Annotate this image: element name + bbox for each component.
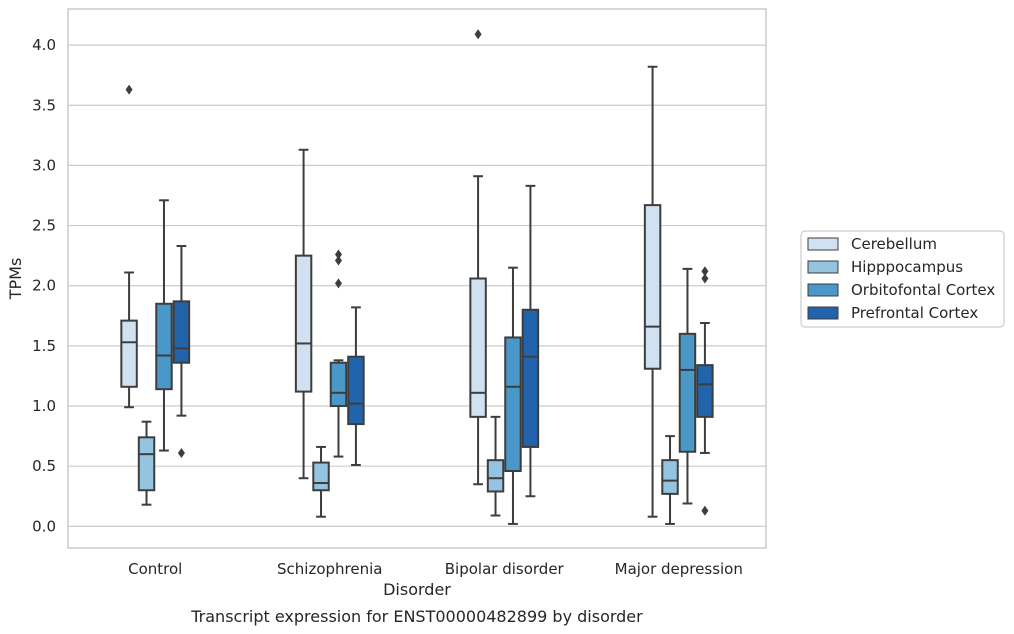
box-iqr <box>312 461 330 492</box>
box-prefrontal-cortex <box>696 266 714 516</box>
y-tick-label: 2.5 <box>32 217 56 235</box>
outlier-point <box>701 505 709 516</box>
box-iqr <box>294 254 313 393</box>
legend: Cerebellum Hipppocampus Orbitofontal Corte… <box>800 230 1005 328</box>
x-tick-label: Control <box>128 560 182 578</box>
outlier-point <box>177 447 185 458</box>
box-iqr <box>696 364 714 418</box>
box-prefrontal-cortex <box>347 306 365 466</box>
x-tick-label: Bipolar disorder <box>445 560 565 578</box>
box-orbitofontal-cortex <box>155 199 173 452</box>
box-cerebellum <box>469 29 487 486</box>
legend-swatch <box>807 283 839 297</box>
box-prefrontal-cortex <box>521 184 540 498</box>
box-cerebellum <box>643 65 662 518</box>
box-orbitofontal-cortex <box>504 266 522 525</box>
box-hipppocampus <box>661 435 679 525</box>
box-hipppocampus <box>312 445 330 518</box>
legend-swatch <box>807 237 839 251</box>
legend-label: Prefrontal Cortex <box>851 304 978 322</box>
box-hipppocampus <box>137 420 156 506</box>
outlier-point <box>334 249 342 260</box>
box-iqr <box>469 277 487 418</box>
box-series <box>120 29 714 525</box>
x-axis-ticks: Control Schizophrenia Bipolar disorder Majo… <box>128 560 743 578</box>
outlier-point <box>334 255 342 266</box>
outlier-point <box>334 278 342 289</box>
legend-swatch <box>807 260 839 274</box>
outlier-point <box>701 273 709 284</box>
y-tick-label: 4.0 <box>32 36 56 54</box>
box-iqr <box>678 332 697 453</box>
y-tick-label: 0.5 <box>32 457 56 475</box>
box-prefrontal-cortex <box>172 245 191 458</box>
box-iqr <box>347 355 365 426</box>
y-axis-label: TPMs <box>6 258 25 301</box>
outlier-point <box>474 29 482 40</box>
chart-caption: Transcript expression for ENST0000048289… <box>190 607 643 626</box>
y-tick-label: 0.0 <box>32 517 56 535</box>
outlier-point <box>701 266 709 277</box>
x-axis-label: Disorder <box>383 580 451 599</box>
box-orbitofontal-cortex <box>329 249 348 458</box>
y-tick-label: 2.0 <box>32 277 56 295</box>
box-cerebellum <box>120 84 138 409</box>
y-tick-label: 1.5 <box>32 337 56 355</box>
legend-box <box>800 230 1005 328</box>
box-iqr <box>155 302 173 391</box>
box-iqr <box>661 459 679 495</box>
box-hipppocampus <box>486 415 505 517</box>
box-iqr <box>521 308 540 448</box>
box-iqr <box>120 319 138 388</box>
y-tick-label: 1.0 <box>32 397 56 415</box>
legend-swatch <box>807 306 839 320</box>
box-iqr <box>643 204 662 370</box>
box-iqr <box>172 300 191 364</box>
y-axis-ticks: 0.0 0.5 1.0 1.5 2.0 2.5 3.0 3.5 4.0 <box>32 36 56 535</box>
legend-label: Hipppocampus <box>851 258 963 276</box>
y-tick-label: 3.5 <box>32 96 56 114</box>
box-iqr <box>504 336 522 472</box>
x-tick-label: Schizophrenia <box>277 560 382 578</box>
box-iqr <box>329 361 348 408</box>
legend-label: Cerebellum <box>851 235 937 253</box>
box-orbitofontal-cortex <box>678 267 697 505</box>
box-iqr <box>137 436 156 492</box>
box-iqr <box>486 459 505 493</box>
plot-frame <box>67 8 767 549</box>
x-tick-label: Major depression <box>615 560 743 578</box>
legend-label: Orbitofontal Cortex <box>851 281 995 299</box>
outlier-point <box>125 84 133 95</box>
box-cerebellum <box>294 148 313 480</box>
y-tick-label: 3.0 <box>32 156 56 174</box>
